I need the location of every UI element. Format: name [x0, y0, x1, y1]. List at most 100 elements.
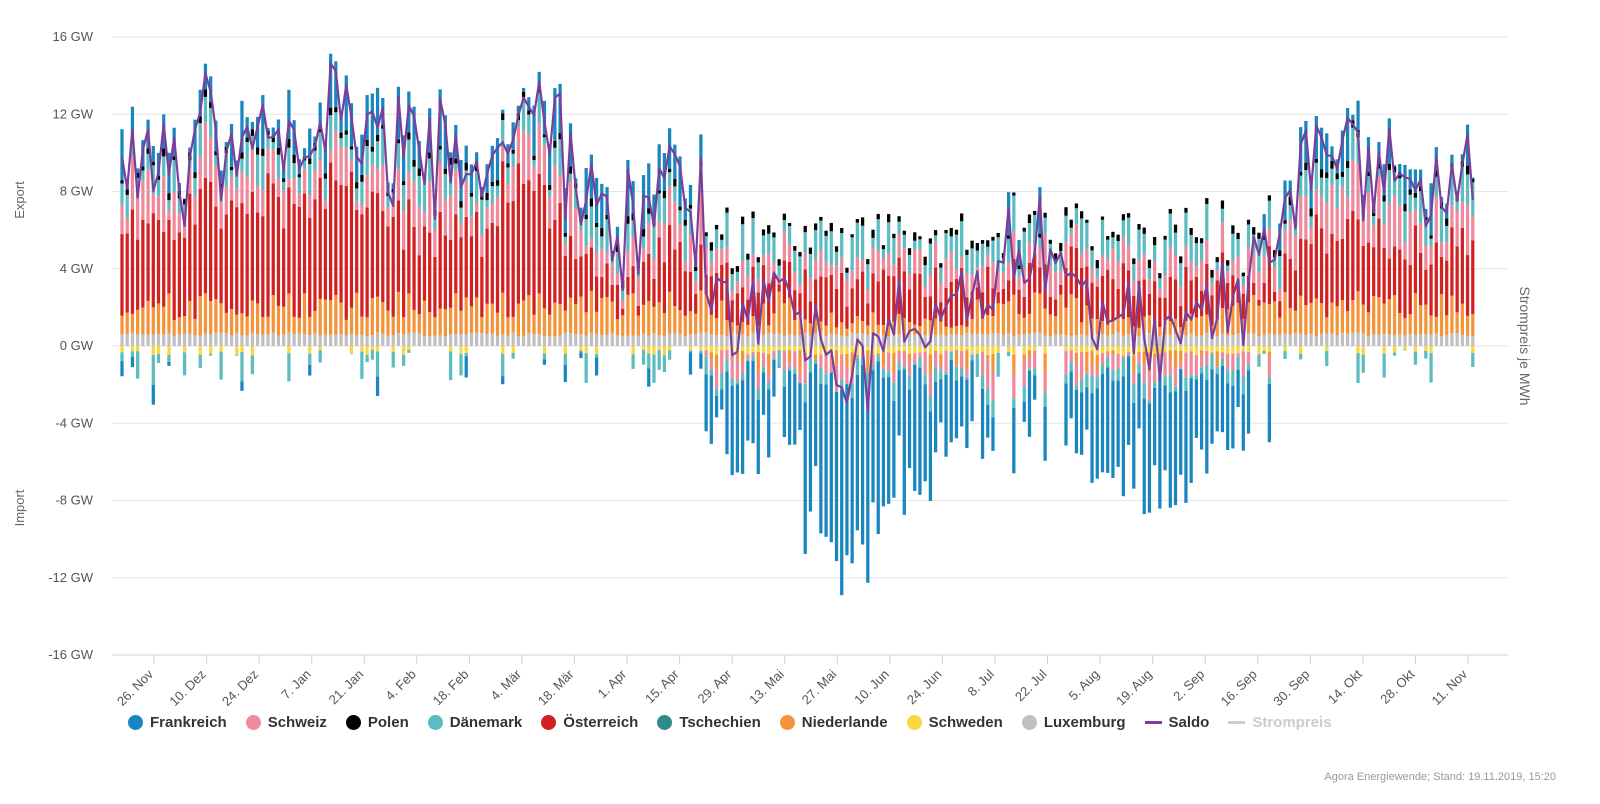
bar-segment	[1001, 271, 1006, 290]
bar-segment	[516, 120, 520, 127]
bar-segment	[323, 178, 328, 200]
bar-segment	[495, 226, 500, 313]
bar-segment	[209, 301, 213, 335]
bar-segment	[1012, 346, 1016, 355]
bar-segment	[1137, 346, 1141, 353]
bar-segment	[1153, 245, 1157, 262]
bar-segment	[339, 110, 343, 133]
bar-segment	[255, 154, 260, 186]
bar-segment	[1205, 203, 1209, 241]
bar-segment	[777, 346, 781, 351]
legend-item[interactable]: Polen	[345, 714, 409, 731]
bar-segment	[563, 332, 567, 346]
bar-segment	[824, 235, 828, 262]
bar-segment	[1153, 261, 1157, 282]
bar-segment	[349, 159, 354, 172]
bar-segment	[1314, 298, 1318, 337]
legend-item[interactable]: Saldo	[1144, 714, 1209, 731]
bar-segment	[1236, 232, 1240, 239]
bar-segment	[1194, 355, 1198, 376]
bar-segment	[120, 361, 124, 377]
bar-segment	[782, 335, 786, 346]
bar-segment	[120, 315, 124, 335]
bar-segment	[928, 354, 933, 374]
bar-segment	[714, 346, 719, 355]
bar-segment	[464, 334, 468, 346]
bar-segment	[1106, 346, 1110, 352]
bar-segment	[897, 233, 901, 258]
bar-segment	[1424, 304, 1428, 335]
bar-segment	[767, 283, 771, 326]
bar-segment	[808, 323, 813, 336]
bar-segment	[871, 247, 875, 274]
bar-segment	[224, 186, 228, 215]
bar-segment	[365, 175, 369, 208]
bar-segment	[1293, 224, 1298, 236]
bar-segment	[511, 167, 515, 202]
bar-segment	[1142, 279, 1146, 317]
bar-segment	[323, 141, 328, 174]
bar-segment	[1090, 375, 1094, 394]
bar-segment	[834, 265, 839, 289]
bar-segment	[1419, 191, 1423, 224]
bar-segment	[506, 163, 510, 168]
bar-segment	[318, 298, 322, 336]
legend-item[interactable]: Luxemburg	[1021, 714, 1126, 731]
bar-segment	[1074, 385, 1079, 390]
bar-segment	[834, 346, 839, 351]
bar-segment	[203, 122, 208, 178]
bar-segment	[626, 216, 630, 224]
bar-segment	[1236, 302, 1240, 334]
legend-item[interactable]: Schweiz	[245, 714, 327, 731]
bar-segment	[1382, 346, 1386, 354]
bar-segment	[469, 333, 474, 346]
bar-segment	[1356, 291, 1360, 333]
bar-segment	[1226, 271, 1230, 283]
bar-segment	[511, 153, 515, 168]
bar-segment	[741, 350, 745, 363]
bar-segment	[860, 321, 865, 334]
bar-segment	[328, 150, 333, 163]
bar-segment	[1236, 238, 1240, 256]
bar-segment	[647, 353, 651, 369]
bar-segment	[636, 315, 640, 336]
bar-segment	[297, 333, 301, 346]
legend-item[interactable]: Strompreis	[1228, 714, 1332, 731]
bar-segment	[887, 253, 891, 276]
bar-segment	[464, 216, 468, 298]
bar-segment	[1356, 219, 1360, 292]
bar-segment	[1345, 333, 1350, 346]
legend-item[interactable]: Dänemark	[427, 714, 522, 731]
bar-segment	[699, 353, 703, 369]
bar-segment	[1424, 346, 1428, 351]
legend-item[interactable]: Frankreich	[128, 714, 227, 731]
bar-segment	[782, 260, 786, 304]
bar-segment	[881, 325, 886, 335]
bar-segment	[918, 334, 922, 346]
bar-segment	[558, 335, 562, 346]
bar-segment	[1236, 346, 1240, 354]
bar-segment	[1163, 235, 1167, 240]
bar-segment	[1168, 276, 1172, 322]
bar-segment	[1001, 289, 1006, 305]
bar-segment	[563, 346, 567, 354]
bar-segment	[167, 293, 171, 334]
bar-segment	[980, 240, 985, 244]
bar-segment	[704, 247, 708, 275]
legend-item[interactable]: Schweden	[906, 714, 1003, 731]
bar-segment	[657, 350, 661, 370]
legend-item[interactable]: Tschechien	[657, 714, 761, 731]
bar-segment	[933, 381, 938, 453]
bar-segment	[188, 333, 192, 346]
bar-segment	[699, 134, 703, 163]
bar-segment	[824, 336, 828, 346]
bar-segment	[402, 317, 406, 335]
legend-item[interactable]: Österreich	[541, 714, 638, 731]
bar-segment	[923, 384, 927, 482]
bar-segment	[156, 179, 161, 197]
bar-segment	[1179, 256, 1183, 264]
x-tick-label: 5. Aug	[1066, 667, 1103, 704]
legend-item[interactable]: Niederlande	[779, 714, 888, 731]
bar-segment	[965, 368, 969, 377]
bar-segment	[803, 232, 807, 254]
